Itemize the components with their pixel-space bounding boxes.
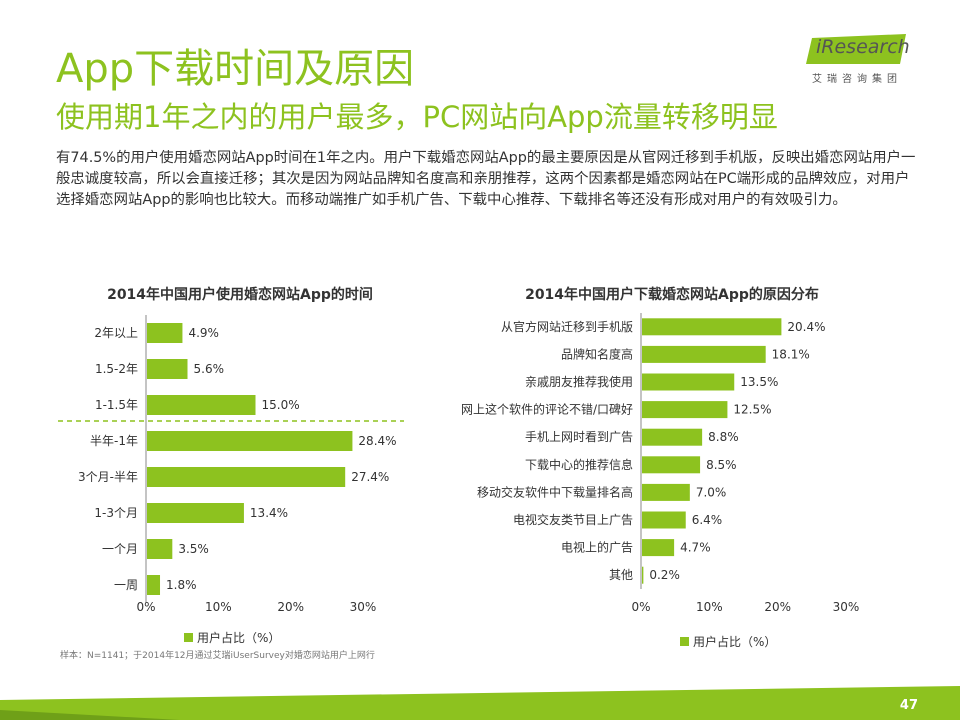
chart2-category-label: 电视上的广告	[561, 540, 633, 555]
chart1-category-label: 1.5-2年	[95, 362, 138, 376]
chart1-tick-label: 20%	[277, 600, 304, 614]
chart2-bar	[642, 318, 782, 336]
chart2-value-label: 12.5%	[733, 403, 771, 417]
chart2-group: 从官方网站迁移到手机版 20.4% 品牌知名度高 18.1% 亲戚朋友推荐我使用 13.5…	[461, 313, 859, 649]
chart1-value-label: 13.4%	[250, 506, 288, 520]
chart1-bar	[147, 323, 183, 343]
chart1-value-label: 1.8%	[166, 578, 197, 592]
chart2-category-label: 亲戚朋友推荐我使用	[525, 374, 633, 389]
chart2-value-label: 8.5%	[706, 458, 737, 472]
page-number: 47	[899, 698, 918, 713]
chart2-bar	[642, 539, 675, 557]
chart1-bar	[147, 503, 244, 523]
footer-band	[0, 686, 960, 720]
chart1-tick-label: 30%	[350, 600, 377, 614]
chart1-category-label: 2年以上	[94, 326, 138, 340]
chart2-value-label: 6.4%	[692, 513, 723, 527]
chart2-value-label: 13.5%	[740, 375, 778, 389]
intro-paragraph: 有74.5%的用户使用婚恋网站App时间在1年之内。用户下载婚恋网站App的最主…	[56, 150, 916, 208]
chart2-bar	[642, 456, 701, 474]
chart1-bar	[147, 395, 256, 415]
chart2-bar	[642, 483, 690, 501]
chart1-category-label: 1-1.5年	[95, 398, 138, 412]
chart2-category-label: 手机上网时看到广告	[525, 430, 633, 444]
iresearch-logo: iResearch 艾瑞咨询集团	[806, 34, 910, 86]
chart1-bar	[147, 359, 188, 379]
chart2-bar	[642, 401, 728, 419]
chart2-category-label: 移动交友软件中下载量排名高	[477, 484, 633, 499]
chart1-value-label: 28.4%	[358, 434, 396, 448]
chart2-bar	[642, 373, 735, 391]
chart1-value-label: 5.6%	[194, 362, 225, 376]
chart1-value-label: 15.0%	[262, 398, 300, 412]
chart1-bar	[147, 575, 161, 595]
chart2-bar	[642, 511, 686, 529]
chart1-bar	[147, 539, 173, 559]
chart2-bar	[642, 566, 644, 584]
chart1-bar	[147, 431, 353, 451]
chart1-legend-label: 用户占比（%）	[197, 630, 280, 645]
chart2-title: 2014年中国用户下载婚恋网站App的原因分布	[525, 286, 819, 303]
chart1-value-label: 27.4%	[351, 470, 389, 484]
chart2-category-label: 其他	[609, 568, 633, 582]
logo-brand-text: iResearch	[816, 36, 910, 58]
chart1-category-label: 1-3个月	[94, 506, 138, 520]
source-note: 样本：N=1141；于2014年12月通过艾瑞iUserSurvey对婚恋网站用…	[60, 651, 375, 661]
chart1-title: 2014年中国用户使用婚恋网站App的时间	[107, 286, 373, 303]
chart1-tick-label: 10%	[205, 600, 232, 614]
chart1-bar	[147, 467, 346, 487]
logo-sub-text: 艾瑞咨询集团	[812, 74, 902, 85]
chart2-value-label: 18.1%	[772, 347, 810, 361]
chart1-value-label: 3.5%	[178, 542, 209, 556]
chart2-value-label: 7.0%	[696, 485, 727, 499]
chart2-tick-label: 20%	[764, 600, 791, 614]
chart1-category-label: 一个月	[102, 542, 138, 556]
chart1-category-label: 一周	[114, 578, 138, 592]
chart1-tick-label: 0%	[136, 600, 155, 614]
chart2-legend-swatch	[680, 637, 689, 646]
chart1-group: 2年以上 4.9% 1.5-2年 5.6% 1-1.5年 15.0% 半年-1年 28.4% 3…	[58, 315, 404, 645]
chart2-category-label: 网上这个软件的评论不错/口碑好	[461, 402, 633, 417]
chart2-category-label: 电视交友类节目上广告	[513, 512, 633, 527]
chart2-value-label: 20.4%	[787, 320, 825, 334]
chart1-legend-swatch	[184, 633, 193, 642]
chart2-value-label: 8.8%	[708, 430, 739, 444]
chart1-category-label: 半年-1年	[90, 434, 138, 448]
page-title: App下载时间及原因	[56, 46, 415, 92]
chart2-value-label: 4.7%	[680, 541, 711, 555]
chart2-tick-label: 10%	[696, 600, 723, 614]
chart2-value-label: 0.2%	[649, 568, 680, 582]
chart2-bar	[642, 428, 703, 446]
chart2-category-label: 品牌知名度高	[561, 346, 633, 361]
chart2-tick-label: 0%	[631, 600, 650, 614]
chart1-value-label: 4.9%	[188, 326, 219, 340]
chart1-category-label: 3个月-半年	[78, 470, 138, 484]
chart2-category-label: 从官方网站迁移到手机版	[501, 319, 633, 334]
chart2-tick-label: 30%	[833, 600, 860, 614]
page-subtitle: 使用期1年之内的用户最多，PC网站向App流量转移明显	[56, 100, 778, 134]
chart2-category-label: 下载中心的推荐信息	[525, 457, 633, 472]
logo-shape	[806, 34, 906, 64]
chart2-legend-label: 用户占比（%）	[693, 634, 776, 649]
chart2-bar	[642, 345, 766, 363]
